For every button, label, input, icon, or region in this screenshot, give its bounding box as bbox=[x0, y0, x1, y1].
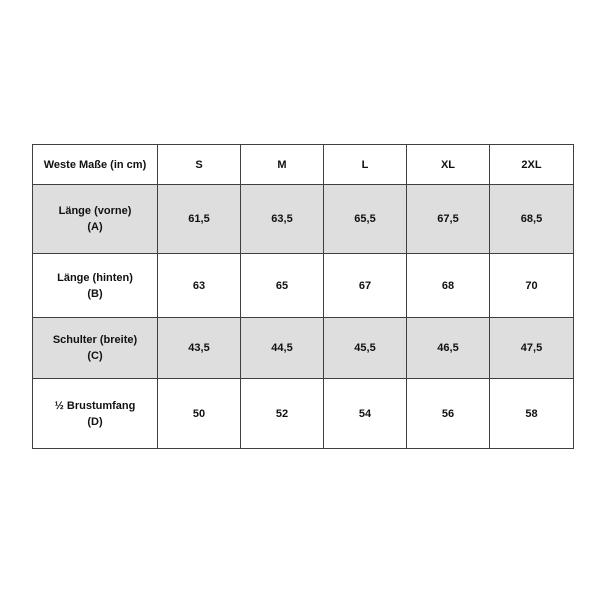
value-cell: 68,5 bbox=[489, 184, 574, 254]
row-sublabel: (A) bbox=[87, 221, 103, 233]
row-label: ½ Brustumfang bbox=[54, 399, 136, 412]
table-row-brustumfang: ½ Brustumfang (D) 50 52 54 56 58 bbox=[32, 378, 574, 449]
value-cell: 58 bbox=[489, 378, 574, 449]
table-row-schulter-breite: Schulter (breite) (C) 43,5 44,5 45,5 46,… bbox=[32, 317, 574, 379]
value-cell: 65 bbox=[240, 253, 324, 318]
value-cell: 45,5 bbox=[323, 317, 407, 379]
table-row-laenge-hinten: Länge (hinten) (B) 63 65 67 68 70 bbox=[32, 253, 574, 318]
size-column-header-xl: XL bbox=[406, 144, 490, 185]
value-cell: 63 bbox=[157, 253, 241, 318]
row-label: Länge (vorne) bbox=[58, 205, 132, 217]
size-column-header-l: L bbox=[323, 144, 407, 185]
table-row-laenge-vorne: Länge (vorne) (A) 61,5 63,5 65,5 67,5 68… bbox=[32, 184, 574, 254]
value-cell: 43,5 bbox=[157, 317, 241, 379]
value-cell: 52 bbox=[240, 378, 324, 449]
value-cell: 50 bbox=[157, 378, 241, 449]
value-cell: 44,5 bbox=[240, 317, 324, 379]
value-cell: 67 bbox=[323, 253, 407, 318]
row-sublabel: (D) bbox=[87, 415, 103, 428]
value-cell: 56 bbox=[406, 378, 490, 449]
size-column-header-s: S bbox=[157, 144, 241, 185]
value-cell: 65,5 bbox=[323, 184, 407, 254]
row-label-cell: Schulter (breite) (C) bbox=[32, 317, 158, 379]
row-label-cell: ½ Brustumfang (D) bbox=[32, 378, 158, 449]
row-label: Schulter (breite) bbox=[52, 334, 138, 346]
value-cell: 46,5 bbox=[406, 317, 490, 379]
value-cell: 70 bbox=[489, 253, 574, 318]
row-label: Länge (hinten) bbox=[57, 271, 133, 284]
row-label-cell: Länge (hinten) (B) bbox=[32, 253, 158, 318]
value-cell: 54 bbox=[323, 378, 407, 449]
value-cell: 47,5 bbox=[489, 317, 574, 379]
row-label-cell: Länge (vorne) (A) bbox=[32, 184, 158, 254]
table-title-cell: Weste Maße (in cm) bbox=[32, 144, 158, 185]
size-column-header-2xl: 2XL bbox=[489, 144, 574, 185]
size-column-header-m: M bbox=[240, 144, 324, 185]
header-row: Weste Maße (in cm) S M L XL 2XL bbox=[32, 144, 574, 185]
size-table: Weste Maße (in cm) S M L XL 2XL Länge (v… bbox=[32, 144, 574, 449]
value-cell: 67,5 bbox=[406, 184, 490, 254]
value-cell: 63,5 bbox=[240, 184, 324, 254]
row-sublabel: (C) bbox=[87, 350, 103, 362]
row-sublabel: (B) bbox=[87, 287, 103, 300]
value-cell: 68 bbox=[406, 253, 490, 318]
value-cell: 61,5 bbox=[157, 184, 241, 254]
